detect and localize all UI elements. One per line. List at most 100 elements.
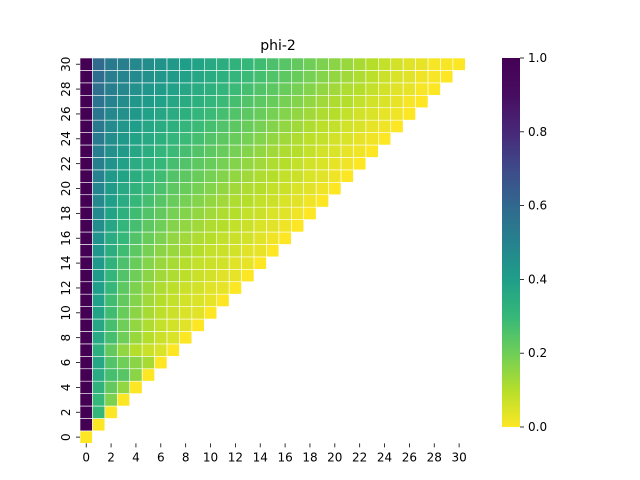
heatmap-cell bbox=[179, 157, 193, 171]
heatmap-cell bbox=[278, 206, 292, 220]
heatmap-cell bbox=[104, 57, 118, 71]
heatmap-cell bbox=[204, 107, 218, 121]
heatmap-cell bbox=[92, 293, 106, 307]
heatmap-cell bbox=[92, 70, 106, 84]
heatmap-cell bbox=[92, 107, 106, 121]
heatmap-cell bbox=[402, 57, 416, 71]
heatmap-cell bbox=[216, 57, 230, 71]
heatmap-cell bbox=[179, 194, 193, 208]
heatmap-cell bbox=[253, 182, 267, 196]
heatmap-cell bbox=[104, 70, 118, 84]
heatmap-cell bbox=[266, 132, 280, 146]
heatmap-cell bbox=[253, 132, 267, 146]
y-tick-label: 6 bbox=[59, 359, 73, 367]
heatmap-cell bbox=[79, 331, 93, 345]
heatmap-cell bbox=[253, 231, 267, 245]
heatmap-cell bbox=[216, 231, 230, 245]
heatmap-cell bbox=[104, 206, 118, 220]
heatmap-cell bbox=[79, 70, 93, 84]
heatmap-cell bbox=[191, 219, 205, 233]
heatmap-cell bbox=[79, 244, 93, 258]
heatmap-cell bbox=[216, 107, 230, 121]
heatmap-cell bbox=[328, 107, 342, 121]
heatmap-cell bbox=[241, 182, 255, 196]
heatmap-cell bbox=[303, 70, 317, 84]
heatmap-cell bbox=[129, 57, 143, 71]
heatmap-cell bbox=[216, 82, 230, 96]
y-tick-label: 24 bbox=[59, 131, 73, 146]
heatmap-cell bbox=[116, 380, 131, 394]
heatmap-cell bbox=[179, 269, 193, 283]
heatmap-cell bbox=[154, 182, 168, 196]
heatmap-cell bbox=[204, 119, 218, 133]
heatmap-cell bbox=[216, 219, 230, 233]
heatmap-cell bbox=[179, 293, 193, 307]
heatmap-cell bbox=[241, 82, 255, 96]
heatmap-cell bbox=[365, 94, 379, 109]
heatmap-cell bbox=[228, 57, 242, 71]
heatmap-cell bbox=[266, 182, 280, 196]
heatmap-cell bbox=[241, 94, 255, 109]
heatmap-cell bbox=[278, 219, 292, 233]
heatmap-cell bbox=[340, 107, 354, 121]
heatmap-cell bbox=[79, 82, 93, 96]
heatmap-cell bbox=[129, 206, 143, 220]
heatmap-cell bbox=[303, 57, 317, 71]
heatmap-cell bbox=[228, 244, 242, 258]
heatmap-cell bbox=[402, 82, 416, 96]
heatmap-cell bbox=[278, 70, 292, 84]
heatmap-cell bbox=[315, 194, 329, 208]
heatmap-cell bbox=[116, 57, 131, 71]
y-tick-label: 20 bbox=[59, 181, 73, 196]
heatmap-cell bbox=[291, 119, 305, 133]
heatmap-cell bbox=[92, 281, 106, 295]
heatmap-cell bbox=[92, 132, 106, 146]
heatmap-cell bbox=[228, 281, 242, 295]
heatmap-cell bbox=[79, 405, 93, 419]
heatmap-cell bbox=[92, 244, 106, 258]
heatmap-cell bbox=[228, 82, 242, 96]
heatmap-cell bbox=[104, 244, 118, 258]
heatmap-cell bbox=[179, 206, 193, 220]
heatmap-cell bbox=[191, 293, 205, 307]
heatmap-cell bbox=[216, 256, 230, 270]
heatmap-cell bbox=[204, 169, 218, 183]
heatmap-cell bbox=[228, 231, 242, 245]
heatmap-cell bbox=[303, 169, 317, 183]
heatmap-cell bbox=[266, 144, 280, 158]
heatmap-cell bbox=[79, 219, 93, 233]
heatmap-cell bbox=[141, 281, 155, 295]
x-axis-ticks: 0 2 4 6 8 10 12 14 16 18 20 22 24 26 28 30 bbox=[82, 443, 467, 464]
y-tick-label: 28 bbox=[59, 81, 73, 96]
colorbar-tick-label: 0.8 bbox=[528, 125, 547, 139]
heatmap-cell bbox=[340, 70, 354, 84]
heatmap-cell bbox=[303, 157, 317, 171]
heatmap-cell bbox=[365, 82, 379, 96]
heatmap-cell bbox=[303, 206, 317, 220]
heatmap-cell bbox=[154, 356, 168, 370]
heatmap-cell bbox=[278, 182, 292, 196]
heatmap-cell bbox=[291, 194, 305, 208]
heatmap-cell bbox=[340, 82, 354, 96]
heatmap-cell bbox=[141, 194, 155, 208]
heatmap-cell bbox=[141, 70, 155, 84]
heatmap-cell bbox=[141, 94, 155, 109]
heatmap-cell bbox=[415, 94, 429, 109]
heatmap-cell bbox=[402, 107, 416, 121]
heatmap-cell bbox=[365, 70, 379, 84]
heatmap-cell bbox=[328, 144, 342, 158]
heatmap-cell bbox=[129, 331, 143, 345]
heatmap-cell bbox=[79, 418, 93, 432]
chart-title: phi-2 bbox=[260, 38, 296, 54]
heatmap-cell bbox=[340, 57, 354, 71]
heatmap-cell bbox=[141, 144, 155, 158]
heatmap-cell bbox=[204, 144, 218, 158]
heatmap-cell bbox=[415, 70, 429, 84]
heatmap-cell bbox=[129, 281, 143, 295]
heatmap-cell bbox=[241, 144, 255, 158]
heatmap-cell bbox=[92, 256, 106, 270]
heatmap-cell bbox=[104, 368, 118, 382]
heatmap-cell bbox=[216, 169, 230, 183]
heatmap-cell bbox=[79, 94, 93, 109]
heatmap-cell bbox=[216, 132, 230, 146]
